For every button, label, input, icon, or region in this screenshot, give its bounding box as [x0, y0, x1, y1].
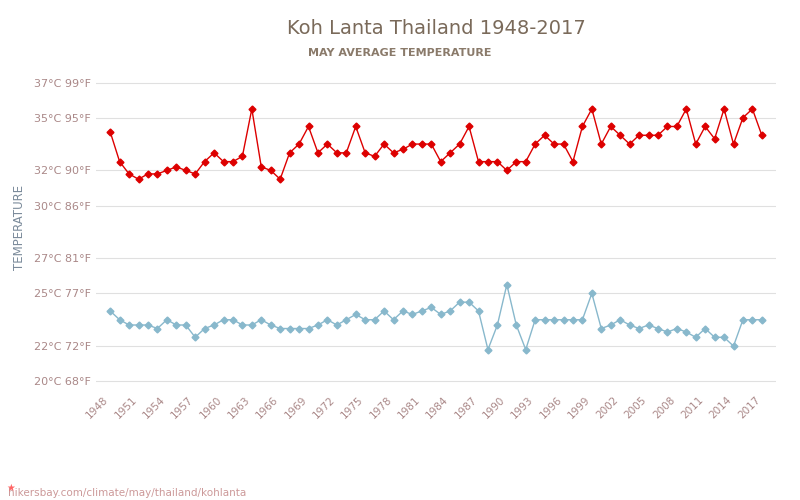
Text: hikersbay.com/climate/may/thailand/kohlanta: hikersbay.com/climate/may/thailand/kohla…: [8, 488, 246, 498]
Text: MAY AVERAGE TEMPERATURE: MAY AVERAGE TEMPERATURE: [308, 48, 492, 58]
Title: Koh Lanta Thailand 1948-2017: Koh Lanta Thailand 1948-2017: [286, 20, 586, 38]
Legend: NIGHT, DAY: NIGHT, DAY: [362, 497, 510, 500]
Text: ★: ★: [6, 482, 15, 492]
Y-axis label: TEMPERATURE: TEMPERATURE: [13, 185, 26, 270]
